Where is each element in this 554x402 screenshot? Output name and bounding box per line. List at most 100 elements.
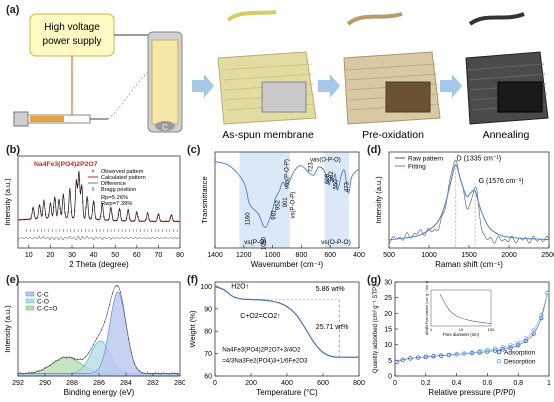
x-tick-label: 0 [213, 380, 217, 387]
tga-curve [214, 285, 360, 358]
x-tick-label: 1000 [265, 252, 281, 259]
panel-a: (a) High voltage power supply C [0, 0, 554, 142]
raw-point [141, 372, 143, 374]
x-tick-label: 10 [25, 252, 33, 259]
x-tick-label: 80 [176, 252, 184, 259]
annotation-water: H2O↑ [231, 284, 249, 291]
y-tick-label: 60 [204, 374, 212, 381]
svg-text:C: C [162, 123, 168, 132]
raw-point [109, 303, 111, 305]
peak-label: 952 [276, 199, 282, 210]
legend-label: Difference [101, 181, 126, 187]
raw-point [85, 356, 86, 358]
raw-point [160, 373, 162, 375]
equation-line-1: Na4Fe3(PO4)2P2O7+3/4O2 [222, 346, 301, 353]
x-tick-label: 400 [353, 252, 365, 259]
membrane-annealing [465, 12, 549, 125]
x-tick-label: 500 [383, 252, 395, 259]
x-tick-label: 1400 [207, 252, 223, 259]
x-tick-label: 1200 [236, 252, 252, 259]
y-axis-label: Transmittance [200, 176, 209, 223]
raw-point [149, 373, 151, 375]
difference-pattern [17, 235, 181, 241]
peak-label: νs(P-O-P) [290, 192, 296, 219]
peak-label: 608 [325, 173, 331, 184]
x-axis-label: 2 Theta (degree) [69, 260, 129, 269]
y-axis-label: Intensity (a.u.) [3, 305, 12, 353]
raw-point [25, 372, 27, 374]
raw-point [139, 369, 140, 371]
legend-label: Fitting [408, 164, 426, 171]
x-tick-label: 0.4 [452, 380, 462, 387]
raw-point [130, 351, 132, 353]
raw-point [128, 338, 130, 340]
inset-tick-label: 100 [488, 327, 495, 332]
step-label-pre-oxidation: Pre-oxidation [362, 129, 424, 141]
raman-chart: 500 1000 1500 2000 2500 Raman shift (cm⁻¹) Int… [374, 151, 554, 269]
raw-point [52, 361, 54, 363]
legend-swatch [496, 358, 502, 364]
peak-label: νas(O-P-O) [310, 158, 341, 164]
inset-x-label: Pore diameter (nm) [443, 332, 480, 337]
raw-point [58, 359, 59, 361]
x-tick-label: 0.2 [421, 380, 431, 387]
annotation-rp: Rp=5.26% [101, 195, 128, 201]
desorption-line [456, 292, 548, 355]
legend-label: C-O [37, 299, 49, 306]
legend-swatch [25, 298, 35, 304]
raw-point [171, 372, 173, 374]
ftir-chart: 1400 1200 1000 800 600 400 Wavenumber (cm⁻¹) Tr… [200, 151, 365, 269]
inset-tick-label: 1 [430, 327, 433, 332]
peak-label: 1050 [261, 236, 267, 250]
raw-point [125, 323, 127, 325]
raw-point [176, 373, 178, 375]
peak-label: 473 [344, 181, 350, 192]
raw-point [36, 370, 38, 372]
y-tick-label: 0 [388, 374, 392, 381]
x-tick-label: 0.6 [483, 380, 493, 387]
fitting-curve [388, 163, 550, 241]
raw-point [168, 373, 170, 375]
arrow-1 [192, 74, 214, 98]
y-tick-label: 70 [204, 351, 212, 358]
peak-label: 981 [271, 209, 277, 220]
desorption-point [545, 290, 550, 296]
x-axis-label: Binding energy (eV) [64, 388, 135, 397]
x-tick-label: 60 [133, 252, 141, 259]
g-band-label: G (1576 cm⁻¹) [479, 178, 524, 185]
adsorption-point [438, 353, 444, 358]
membrane-pre-oxidation [343, 12, 441, 125]
raw-point [117, 286, 119, 288]
spray-jet [107, 71, 149, 120]
y-tick-label: 10 [384, 342, 392, 349]
annotation-5-86: 5.86 wt% [316, 286, 345, 293]
desorption-point [454, 351, 459, 357]
adsorption-point [500, 347, 505, 352]
x-tick-label: 600 [324, 252, 336, 259]
x-tick-label: 1 [547, 380, 551, 387]
shaded-band [324, 152, 349, 248]
x-axis-label: Raman shift (cm⁻¹) [435, 260, 503, 269]
power-supply-text-2: power supply [43, 36, 102, 47]
y-axis-label: Weight (%) [188, 310, 197, 347]
adsorption-point [431, 354, 436, 359]
panel-a-label: (a) [6, 4, 20, 16]
legend-label: Adsorption [504, 350, 535, 357]
x-axis-label: Wavenumber (cm⁻¹) [251, 260, 324, 269]
adsorption-line [396, 292, 548, 363]
raw-point [93, 344, 95, 346]
legend-label: C-C [37, 292, 49, 299]
x-tick-label: 600 [317, 380, 329, 387]
raw-point [28, 371, 30, 373]
plot-frame [214, 151, 360, 249]
chart-title: Na4Fe3(PO4)2P2O7 [34, 161, 98, 168]
raw-point [166, 373, 167, 375]
arrow-2 [318, 74, 340, 98]
power-supply-box [29, 13, 115, 57]
desorption-point [462, 351, 467, 356]
panel-g: (g) 0 0.2 0.4 0.6 0.8 1 0 5 10 15 20 25 30 Relative p… [365, 272, 554, 402]
desorption-point [515, 340, 521, 345]
x-tick-label: 292 [12, 380, 24, 387]
raw-point [136, 367, 138, 369]
raw-point [33, 372, 35, 374]
